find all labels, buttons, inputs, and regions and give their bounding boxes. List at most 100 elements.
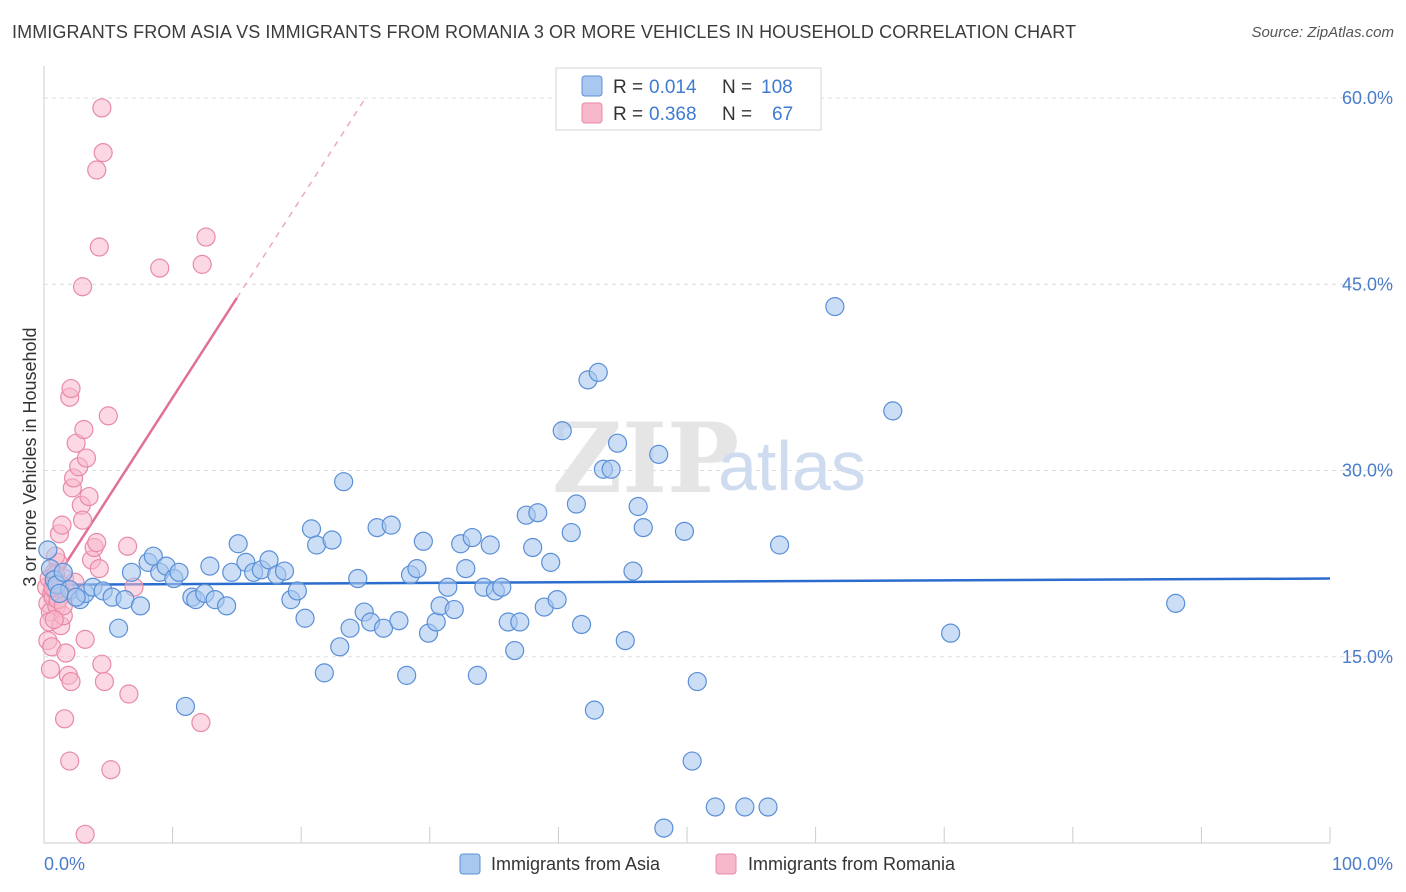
asia-n-label: N = (722, 77, 752, 98)
asia-point (407, 558, 427, 579)
romania-point (119, 684, 139, 704)
asia-point (295, 608, 315, 628)
romania-point (196, 227, 216, 247)
asia-point (566, 494, 587, 514)
asia-point (705, 797, 725, 817)
y-tick-label: 15.0% (1342, 647, 1393, 667)
romania-point (87, 160, 107, 180)
asia-point (649, 444, 669, 464)
y-tick-label: 45.0% (1342, 274, 1393, 294)
romania-point (92, 98, 112, 118)
y-tick-label: 30.0% (1342, 461, 1393, 481)
asia-point (623, 561, 643, 581)
asia-point (682, 751, 702, 771)
asia-trend-line (43, 577, 1331, 586)
asia-point (825, 297, 845, 317)
asia-point (340, 618, 360, 638)
asia-point (228, 534, 248, 554)
chart-source: Source: ZipAtlas.com (1251, 24, 1394, 41)
asia-point (314, 663, 334, 683)
asia-point (121, 562, 142, 582)
y-tick-label: 60.0% (1342, 88, 1393, 108)
asia-point (547, 590, 567, 610)
romania-point (61, 671, 81, 692)
romania-n-value: 67 (772, 104, 793, 125)
asia-point (601, 459, 621, 479)
asia-point (510, 612, 530, 632)
x-tick-label: 100.0% (1332, 854, 1393, 874)
romania-point (60, 751, 80, 771)
stats-legend: R = 0.014 N = 108 R = 0.368 N = 67 (555, 67, 822, 131)
romania-point (75, 629, 95, 649)
asia-point (523, 537, 543, 558)
asia-point (438, 577, 458, 597)
asia-point (467, 665, 487, 685)
asia-point (674, 521, 695, 541)
romania-trend-line-extended (236, 97, 367, 299)
asia-point (883, 401, 903, 421)
asia-point (130, 596, 151, 616)
romania-point (98, 406, 118, 426)
x-tick-label: 0.0% (44, 854, 85, 874)
bottom-legend-asia-swatch (459, 853, 481, 875)
asia-point (541, 552, 561, 572)
romania-point (89, 237, 109, 257)
romania-point (150, 258, 170, 278)
asia-point (584, 700, 605, 720)
asia-point (505, 640, 525, 661)
asia-point (287, 581, 307, 601)
romania-point (74, 419, 94, 440)
asia-point (633, 518, 653, 538)
asia-swatch (581, 75, 603, 97)
watermark-zip: ZIP (552, 402, 739, 515)
romania-point (93, 143, 113, 163)
asia-point (941, 623, 961, 643)
asia-point (66, 587, 86, 607)
romania-point (75, 824, 95, 844)
romania-point (117, 536, 138, 556)
asia-point (175, 696, 196, 717)
asia-point (687, 671, 707, 692)
romania-point (44, 609, 64, 630)
asia-point (217, 596, 237, 616)
romania-n-label: N = (722, 104, 752, 125)
trend-lines (42, 97, 1331, 598)
asia-point (607, 433, 628, 453)
romania-point (72, 277, 93, 297)
asia-point (38, 540, 58, 560)
asia-point (259, 550, 279, 570)
asia-point (301, 519, 322, 539)
asia-point (200, 556, 220, 576)
romania-point (76, 448, 97, 468)
romania-point (87, 532, 107, 553)
romania-point (56, 643, 76, 663)
asia-point (108, 618, 129, 638)
y-axis-title: 3 or more Vehicles in Household (20, 327, 40, 586)
asia-point (528, 503, 548, 523)
asia-point (1166, 593, 1186, 613)
x-tick-labels: 0.0% 100.0% (44, 854, 1393, 874)
romania-point (191, 712, 211, 733)
romania-point (52, 515, 72, 535)
y-tick-labels: 15.0% 30.0% 45.0% 60.0% (1342, 88, 1393, 667)
romania-point (101, 760, 121, 780)
romania-point (94, 671, 115, 692)
asia-point (274, 561, 295, 581)
romania-r-value: 0.368 (649, 104, 697, 125)
asia-point (49, 583, 70, 604)
romania-swatch (581, 102, 603, 124)
asia-point (758, 797, 778, 817)
asia-point (169, 562, 189, 582)
romania-point (79, 486, 99, 507)
asia-point (615, 631, 635, 651)
romania-point (92, 654, 112, 674)
asia-point (462, 527, 482, 548)
bottom-legend: Immigrants from Asia Immigrants from Rom… (459, 853, 956, 875)
romania-r-label: R = (613, 104, 643, 125)
asia-point (588, 362, 608, 383)
romania-point (89, 558, 109, 579)
asia-point (413, 531, 433, 551)
asia-r-label: R = (613, 77, 643, 98)
asia-points (38, 297, 1186, 838)
